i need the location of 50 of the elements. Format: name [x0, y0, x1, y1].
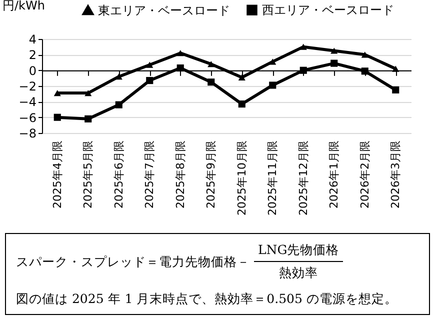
y-tick-label: 4 [28, 32, 36, 46]
point [392, 86, 400, 94]
point [269, 82, 276, 89]
point [115, 101, 122, 108]
x-tick-label: 2025年12月限 [296, 140, 310, 216]
y-tick-label: 0 [28, 64, 36, 78]
x-tick-label: 2025年7月限 [143, 140, 156, 208]
point [330, 60, 338, 67]
x-tick-label: 2025年5月限 [82, 140, 95, 208]
legend-label: 東エリア・ベースロード [98, 3, 230, 18]
text: 熱効率 [279, 264, 318, 282]
point [238, 100, 246, 108]
y-tick-label: −6 [18, 110, 36, 125]
x-tick-label: 2025年9月限 [204, 140, 218, 208]
y-tick-label: −8 [18, 126, 36, 140]
point [84, 90, 92, 96]
point [146, 62, 154, 68]
point [269, 58, 276, 65]
point [208, 78, 215, 86]
x-tick-label: 2025年4月限 [50, 140, 64, 208]
text: 図の値は 2025 年 1 月末時点で、熱効率＝0.505 の電源を想定。 [16, 291, 398, 308]
point [392, 66, 400, 72]
x-tick-label: 2025年10月限 [235, 140, 248, 216]
point [84, 115, 92, 122]
point [54, 114, 61, 121]
y-tick-label: −2 [18, 80, 36, 94]
point [300, 66, 307, 74]
y-axis-title: 円/kWh [2, 0, 45, 12]
point [208, 61, 215, 68]
text: スパーク・スプレッド＝電力先物価格－ [16, 254, 250, 270]
point [300, 44, 307, 50]
point [115, 74, 122, 80]
x-tick-label: 2026年2月限 [358, 140, 372, 208]
point [176, 64, 184, 72]
point [54, 90, 61, 96]
point [361, 52, 368, 58]
point [238, 74, 246, 80]
x-tick-label: 2025年11月限 [266, 140, 280, 216]
x-tick-label: 2026年3月限 [389, 140, 402, 208]
x-tick-label: 2026年1月限 [328, 140, 341, 208]
point [176, 50, 184, 56]
point [330, 48, 338, 54]
text: LNG先物価格 [254, 242, 344, 262]
point [146, 76, 154, 84]
x-tick-label: 2025年6月限 [112, 140, 126, 208]
point [361, 68, 368, 75]
x-tick-label: 2025年8月限 [174, 140, 187, 208]
legend-label: 西エリア・ベースロード [262, 3, 394, 18]
y-tick-label: −4 [18, 95, 36, 110]
y-tick-label: 2 [28, 48, 36, 62]
